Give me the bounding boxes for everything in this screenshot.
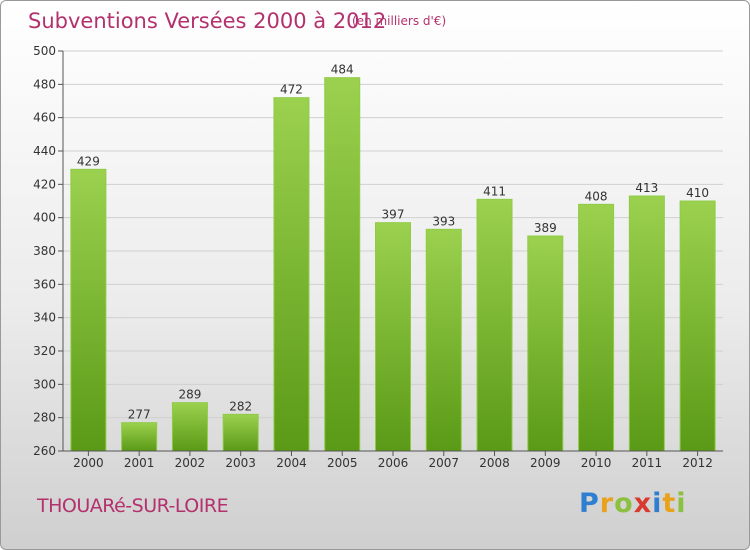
bar-2006 [375,222,411,452]
data-label-2003: 282 [229,399,252,413]
y-tick-label: 480 [33,77,56,91]
bar-2002 [171,402,208,452]
data-label-2009: 389 [534,221,557,235]
bars [70,77,716,452]
bar-2000 [70,168,107,452]
x-tick-label: 2007 [428,456,459,470]
y-tick-label: 260 [33,444,56,458]
data-label-2007: 393 [432,214,455,228]
y-tick-label: 280 [33,411,56,425]
y-tick-label: 300 [33,377,56,391]
data-label-2001: 277 [128,408,151,422]
y-tick-label: 340 [33,311,56,325]
bar-2007 [425,228,462,452]
data-label-2010: 408 [585,189,608,203]
y-tick-label: 380 [33,244,56,258]
data-label-2008: 411 [483,184,506,198]
bar-2012 [679,200,716,452]
x-tick-label: 2010 [581,456,612,470]
bar-2005 [324,77,361,452]
y-tick-label: 320 [33,344,56,358]
axes: 260 280 300 320 340 360 380 400 420 440 460 480 500 2… [33,44,723,470]
x-tick-label: 2000 [73,456,104,470]
data-label-2012: 410 [686,186,709,200]
data-label-2002: 289 [178,388,201,402]
x-tick-label: 2001 [124,456,155,470]
y-tick-label: 420 [33,177,56,191]
bar-2003 [222,413,259,452]
bar-2001 [121,422,158,452]
x-tick-label: 2002 [175,456,206,470]
brand-letter: P [579,488,600,519]
x-tick-label: 2009 [530,456,561,470]
brand-letter: r [599,488,615,519]
data-label-2005: 484 [331,63,354,77]
brand-letter: o [614,488,634,519]
brand-letter: i [652,488,663,519]
bar-2011 [628,195,665,452]
brand-letter: i [676,488,687,519]
x-tick-label: 2003 [225,456,256,470]
y-tick-label: 500 [33,44,56,58]
data-label-2004: 472 [280,83,303,97]
x-tick-label: 2012 [682,456,713,470]
x-tick-label: 2004 [276,456,307,470]
brand-letter: t [662,488,677,519]
data-labels: 429 277 289 282 472 484 397 393 411 389 408 413 410 [77,63,709,422]
bar-2009 [527,235,564,452]
bar-2008 [476,198,513,452]
bar-2004 [273,97,310,452]
x-tick-label: 2005 [327,456,358,470]
y-tick-label: 440 [33,144,56,158]
chart-title: Subventions Versées 2000 à 2012 [28,9,387,33]
data-label-2006: 397 [382,208,405,222]
brand-letter: x [633,488,653,519]
bar-2010 [578,203,615,452]
y-tick-label: 360 [33,277,56,291]
x-tick-label: 2008 [479,456,510,470]
x-tick-label: 2006 [378,456,409,470]
commune-name: THOUARé-SUR-LOIRE [37,495,229,517]
x-tick-label: 2011 [632,456,663,470]
y-tick-label: 460 [33,111,56,125]
data-label-2011: 413 [635,181,658,195]
data-label-2000: 429 [77,154,100,168]
brand-logo: Proxiti [579,488,687,519]
y-tick-label: 400 [33,211,56,225]
chart-subtitle: (en milliers d'€) [352,14,447,28]
